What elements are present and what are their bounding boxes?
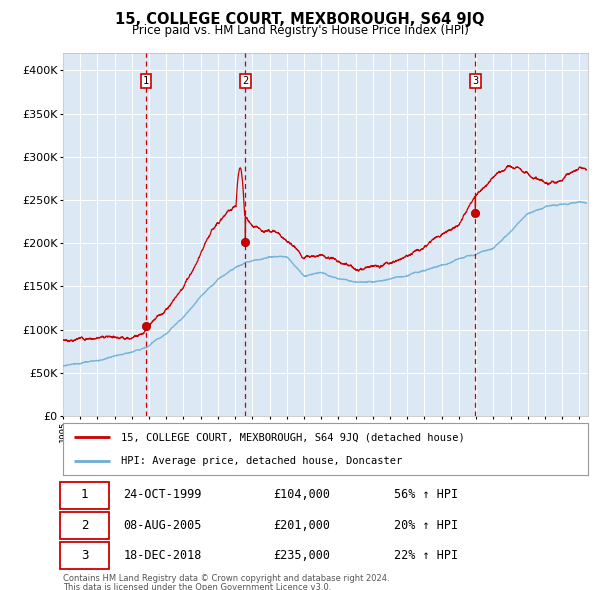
Text: 08-AUG-2005: 08-AUG-2005: [124, 519, 202, 532]
FancyBboxPatch shape: [61, 542, 109, 569]
Text: 1: 1: [81, 489, 88, 502]
Text: 3: 3: [81, 549, 88, 562]
Text: 20% ↑ HPI: 20% ↑ HPI: [394, 519, 458, 532]
Text: 3: 3: [472, 76, 479, 86]
Text: 22% ↑ HPI: 22% ↑ HPI: [394, 549, 458, 562]
Text: 2: 2: [242, 76, 248, 86]
FancyBboxPatch shape: [61, 512, 109, 539]
Text: HPI: Average price, detached house, Doncaster: HPI: Average price, detached house, Donc…: [121, 456, 402, 466]
Text: 15, COLLEGE COURT, MEXBOROUGH, S64 9JQ (detached house): 15, COLLEGE COURT, MEXBOROUGH, S64 9JQ (…: [121, 432, 464, 442]
Text: 15, COLLEGE COURT, MEXBOROUGH, S64 9JQ: 15, COLLEGE COURT, MEXBOROUGH, S64 9JQ: [115, 12, 485, 27]
Text: Price paid vs. HM Land Registry's House Price Index (HPI): Price paid vs. HM Land Registry's House …: [131, 24, 469, 37]
Text: £201,000: £201,000: [273, 519, 330, 532]
Text: Contains HM Land Registry data © Crown copyright and database right 2024.: Contains HM Land Registry data © Crown c…: [63, 574, 389, 583]
Text: 18-DEC-2018: 18-DEC-2018: [124, 549, 202, 562]
Text: This data is licensed under the Open Government Licence v3.0.: This data is licensed under the Open Gov…: [63, 583, 331, 590]
Text: 1: 1: [143, 76, 149, 86]
FancyBboxPatch shape: [61, 481, 109, 509]
Text: 2: 2: [81, 519, 88, 532]
Text: £235,000: £235,000: [273, 549, 330, 562]
Text: 56% ↑ HPI: 56% ↑ HPI: [394, 489, 458, 502]
Text: 24-OCT-1999: 24-OCT-1999: [124, 489, 202, 502]
Text: £104,000: £104,000: [273, 489, 330, 502]
